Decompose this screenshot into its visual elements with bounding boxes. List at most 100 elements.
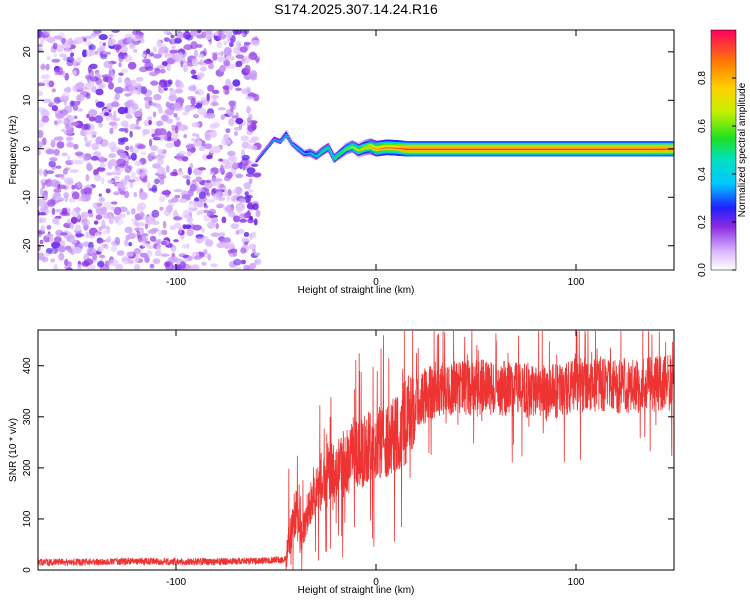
noise-blob xyxy=(183,64,188,73)
noise-blob xyxy=(85,92,91,99)
ridge-cell xyxy=(444,146,447,152)
noise-blob xyxy=(163,37,170,42)
noise-blob xyxy=(69,44,76,50)
noise-blob xyxy=(248,215,254,221)
noise-blob xyxy=(56,141,65,149)
noise-blob xyxy=(39,239,44,245)
ridge-cell xyxy=(623,146,626,152)
noise-blob xyxy=(43,168,48,177)
noise-blob xyxy=(58,173,65,178)
noise-blob xyxy=(166,58,175,65)
noise-blob xyxy=(127,259,135,264)
noise-blob xyxy=(95,214,103,220)
noise-blob xyxy=(169,256,179,262)
ridge-cell xyxy=(484,146,487,152)
ridge-cell xyxy=(662,146,665,152)
noise-blob xyxy=(89,34,96,38)
ridge-cell xyxy=(351,143,354,149)
ridge-cell xyxy=(506,146,509,152)
noise-blob xyxy=(122,255,129,265)
ridge-cell xyxy=(609,146,612,152)
noise-blob xyxy=(244,64,251,74)
noise-blob xyxy=(101,243,108,248)
noise-blob xyxy=(74,151,84,156)
noise-blob xyxy=(197,107,207,115)
noise-blob xyxy=(173,239,179,243)
noise-blob xyxy=(44,252,50,257)
noise-blob xyxy=(107,179,115,184)
ridge-cell xyxy=(596,146,599,152)
noise-blob xyxy=(190,138,196,142)
ridge-cell xyxy=(598,146,601,152)
noise-blob xyxy=(173,209,178,218)
noise-blob xyxy=(150,145,158,152)
noise-blob xyxy=(76,181,82,189)
ridge-cell xyxy=(558,146,561,152)
ridge-cell xyxy=(262,152,265,154)
noise-blob xyxy=(55,217,60,226)
ridge-cell xyxy=(638,146,641,152)
noise-blob xyxy=(59,95,69,103)
noise-blob xyxy=(111,101,120,108)
noise-blob xyxy=(186,178,191,186)
noise-blob xyxy=(54,120,58,125)
ridge-cell xyxy=(342,151,345,153)
ridge-cell xyxy=(335,156,338,158)
ridge-cell xyxy=(541,146,544,152)
ridge-cell xyxy=(263,151,266,153)
noise-blob xyxy=(139,191,148,200)
noise-blob xyxy=(216,203,225,208)
ridge-cell xyxy=(587,146,590,152)
ridge-cell xyxy=(321,151,324,153)
ridge-cell xyxy=(588,146,591,152)
noise-blob xyxy=(182,224,187,230)
ridge-cell xyxy=(331,152,334,158)
noise-blob xyxy=(166,63,171,72)
ridge-cell xyxy=(544,146,547,152)
ridge-cell xyxy=(433,146,436,152)
ridge-cell xyxy=(510,146,513,152)
y-tick-label: 20 xyxy=(22,46,33,58)
noise-blob xyxy=(223,59,231,67)
noise-blob xyxy=(140,151,147,156)
ridge-cell xyxy=(529,146,532,152)
y-tick-label: -20 xyxy=(22,238,33,253)
noise-blob xyxy=(190,41,198,50)
noise-blob xyxy=(229,42,234,48)
ridge-cell xyxy=(496,146,499,152)
ridge-cell xyxy=(257,158,260,160)
ridge-cell xyxy=(574,146,577,152)
ridge-cell xyxy=(293,145,296,147)
noise-blob xyxy=(76,82,85,88)
noise-blob xyxy=(221,137,231,146)
noise-blob xyxy=(212,53,218,61)
noise-blob xyxy=(235,173,244,179)
ridge-cell xyxy=(518,146,521,152)
ridge-cell xyxy=(284,135,287,137)
ridge-cell xyxy=(613,146,616,152)
ridge-cell xyxy=(322,148,325,153)
noise-blob xyxy=(63,177,74,185)
ridge-cell xyxy=(315,156,318,158)
ridge-cell xyxy=(533,146,536,152)
ridge-cell xyxy=(331,154,334,156)
ridge-cell xyxy=(438,146,441,152)
noise-blob xyxy=(141,243,150,248)
snr-y-axis-label: SNR (10 * v/v) xyxy=(8,418,19,482)
ridge-cell xyxy=(647,146,650,152)
noise-blob xyxy=(108,121,117,126)
noise-blob xyxy=(247,124,256,132)
noise-blob xyxy=(226,193,230,202)
noise-blob xyxy=(82,241,90,247)
ridge-cell xyxy=(474,146,477,152)
y-tick-label: 0 xyxy=(22,146,33,152)
ridge-cell xyxy=(542,146,545,152)
noise-blob xyxy=(232,79,241,87)
noise-blob xyxy=(124,106,128,114)
ridge-cell xyxy=(545,146,548,152)
noise-blob xyxy=(199,58,204,66)
noise-blob xyxy=(198,54,205,58)
noise-blob xyxy=(100,206,107,215)
noise-blob xyxy=(38,168,43,176)
noise-blob xyxy=(100,177,105,185)
